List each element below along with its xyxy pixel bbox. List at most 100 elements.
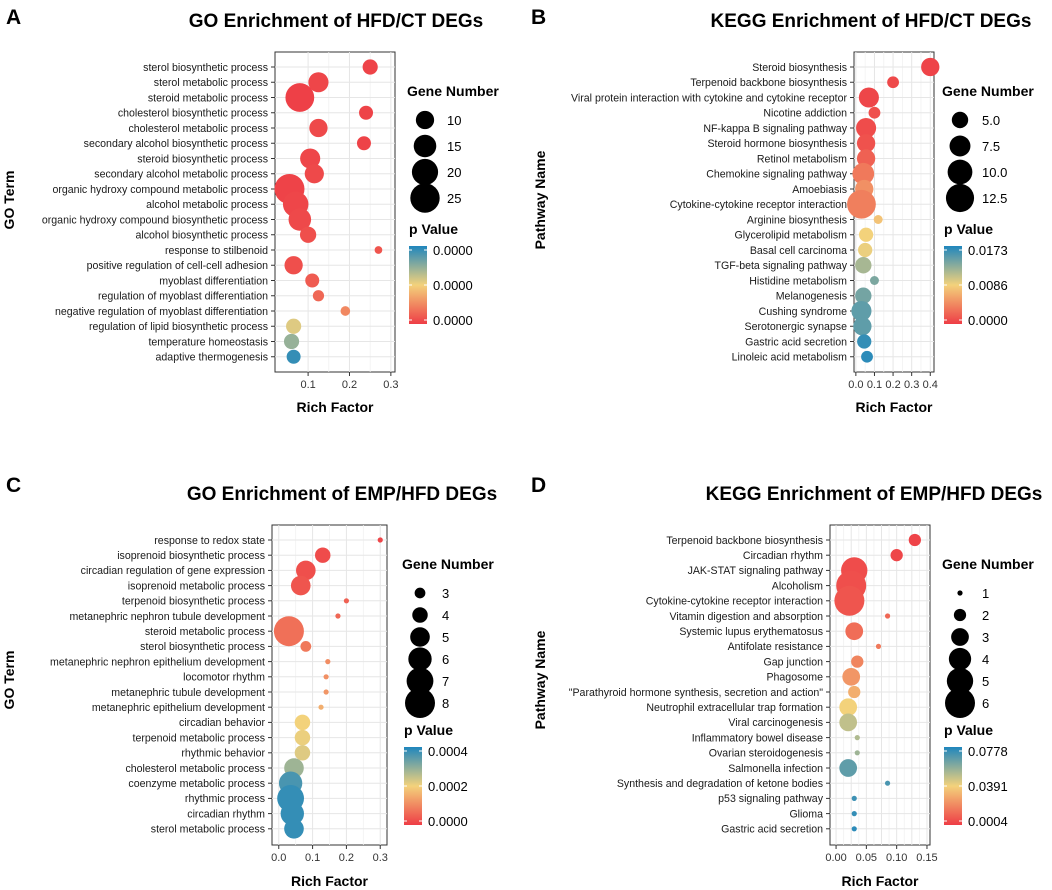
- size-legend-dot: [949, 135, 971, 157]
- size-legend-dot: [406, 667, 434, 695]
- category-label: circadian behavior: [179, 717, 265, 729]
- panel-letter: A: [6, 6, 21, 29]
- x-tick-label: 0.1: [300, 379, 315, 391]
- category-label: Inflammatory bowel disease: [692, 732, 823, 744]
- x-tick-label: 0.15: [916, 852, 937, 864]
- category-label: Steroid biosynthesis: [752, 62, 847, 74]
- panel-c: C GO Enrichment of EMP/HFD DEGs 0.0 0.1 0.2 0…: [1, 474, 497, 889]
- category-label: Retinol metabolism: [757, 153, 847, 165]
- data-point: [884, 613, 891, 619]
- color-legend-label: 0.0173: [968, 243, 1008, 258]
- x-tick-label: 0.00: [825, 852, 846, 864]
- data-point: [286, 318, 302, 334]
- color-legend-label: 0.0000: [433, 243, 473, 258]
- size-legend-label: 7.5: [982, 139, 1000, 154]
- size-legend-label: 2: [982, 608, 989, 623]
- chart-title: KEGG Enrichment of HFD/CT DEGs: [711, 11, 1032, 32]
- category-label: regulation of lipid biosynthetic process: [89, 321, 268, 333]
- category-label: Ovarian steroidogenesis: [709, 748, 823, 760]
- size-legend-label: 20: [447, 165, 461, 180]
- color-legend-label: 0.0002: [428, 779, 468, 794]
- data-point: [839, 713, 858, 732]
- data-point: [908, 533, 921, 547]
- size-legend-label: 6: [442, 652, 449, 667]
- size-legend-label: 12.5: [982, 191, 1007, 206]
- data-point: [851, 300, 872, 322]
- category-label: "Parathyroid hormone synthesis, secretio…: [569, 687, 823, 699]
- size-legend-label: 4: [442, 608, 449, 623]
- category-label: Gastric acid secretion: [745, 336, 847, 348]
- category-label: Cushing syndrome: [759, 306, 847, 318]
- data-point: [359, 105, 374, 120]
- color-legend-label: 0.0004: [968, 814, 1008, 829]
- panel-a: A GO Enrichment of HFD/CT DEGs 0.1 0.2 0.3 st…: [1, 6, 499, 415]
- category-label: steroid metabolic process: [145, 626, 265, 638]
- chart-title: KEGG Enrichment of EMP/HFD DEGs: [706, 484, 1043, 505]
- size-legend: Gene Number 5.0 7.5 10.0 12.5: [942, 83, 1034, 213]
- data-point: [875, 643, 882, 650]
- data-point: [296, 560, 316, 581]
- data-point: [842, 667, 861, 686]
- category-label: Basal cell carcinoma: [750, 245, 847, 257]
- color-legend: p Value 0.0778 0.0391 0.0004: [944, 722, 1008, 829]
- color-legend-bar: [944, 747, 962, 825]
- category-label: alcohol metabolic process: [146, 199, 268, 211]
- data-point: [853, 317, 872, 336]
- category-label: Terpenoid backbone biosynthesis: [666, 535, 823, 547]
- category-label: Amoebiasis: [792, 184, 847, 196]
- color-legend-bar: [409, 246, 427, 324]
- size-legend: Gene Number 1 2 3 4 5 6: [942, 556, 1034, 718]
- size-legend-label: 5.0: [982, 113, 1000, 128]
- data-point: [921, 57, 940, 77]
- category-label: alcohol biosynthetic process: [136, 230, 269, 242]
- category-label: cholesterol metabolic process: [128, 123, 268, 135]
- chart-title: GO Enrichment of EMP/HFD DEGs: [187, 484, 497, 505]
- color-legend-label: 0.0000: [433, 313, 473, 328]
- data-point: [318, 704, 324, 710]
- category-label: Phagosome: [766, 672, 823, 684]
- category-label: Antifolate resistance: [728, 641, 824, 653]
- data-point: [869, 276, 879, 285]
- size-legend-dot: [951, 111, 969, 129]
- data-point: [845, 622, 864, 641]
- category-label: TGF-beta signaling pathway: [715, 260, 848, 272]
- size-legend-label: 25: [447, 191, 461, 206]
- data-point: [299, 226, 317, 243]
- category-label: organic hydroxy compound biosynthetic pr…: [42, 214, 268, 226]
- category-label: Salmonella infection: [728, 763, 823, 775]
- size-legend-dot: [415, 110, 435, 130]
- category-label: steroid biosynthetic process: [137, 153, 268, 165]
- category-label: Cytokine-cytokine receptor interaction: [646, 596, 823, 608]
- size-legend-label: 3: [442, 586, 449, 601]
- data-point: [312, 290, 325, 302]
- data-point: [855, 257, 872, 274]
- y-axis-label: GO Term: [1, 171, 17, 230]
- category-label: cholesterol biosynthetic process: [118, 108, 268, 120]
- color-legend-label: 0.0000: [428, 814, 468, 829]
- data-point: [856, 134, 876, 153]
- x-axis-label: Rich Factor: [296, 399, 374, 415]
- y-axis-label: Pathway Name: [532, 630, 548, 729]
- y-axis-label: GO Term: [1, 651, 17, 710]
- data-point: [335, 613, 341, 619]
- data-point: [839, 759, 858, 777]
- color-legend: p Value 0.0004 0.0002 0.0000: [404, 722, 468, 829]
- data-point: [873, 215, 883, 224]
- category-label: circadian regulation of gene expression: [81, 565, 265, 577]
- size-legend-dot: [408, 647, 432, 671]
- size-legend-dot: [412, 607, 428, 623]
- data-point: [851, 826, 857, 832]
- category-label: Vitamin digestion and absorption: [669, 611, 823, 623]
- data-point: [374, 246, 383, 254]
- category-label: temperature homeostasis: [148, 336, 268, 348]
- color-legend-title: p Value: [944, 221, 993, 237]
- category-label: Nicotine addiction: [763, 108, 847, 120]
- data-point: [290, 575, 311, 596]
- size-legend-title: Gene Number: [942, 83, 1034, 99]
- data-point: [377, 537, 383, 543]
- size-legend-dot: [413, 134, 437, 158]
- chart-title: GO Enrichment of HFD/CT DEGs: [189, 11, 484, 32]
- size-legend-dot: [410, 627, 430, 647]
- data-point: [286, 349, 301, 364]
